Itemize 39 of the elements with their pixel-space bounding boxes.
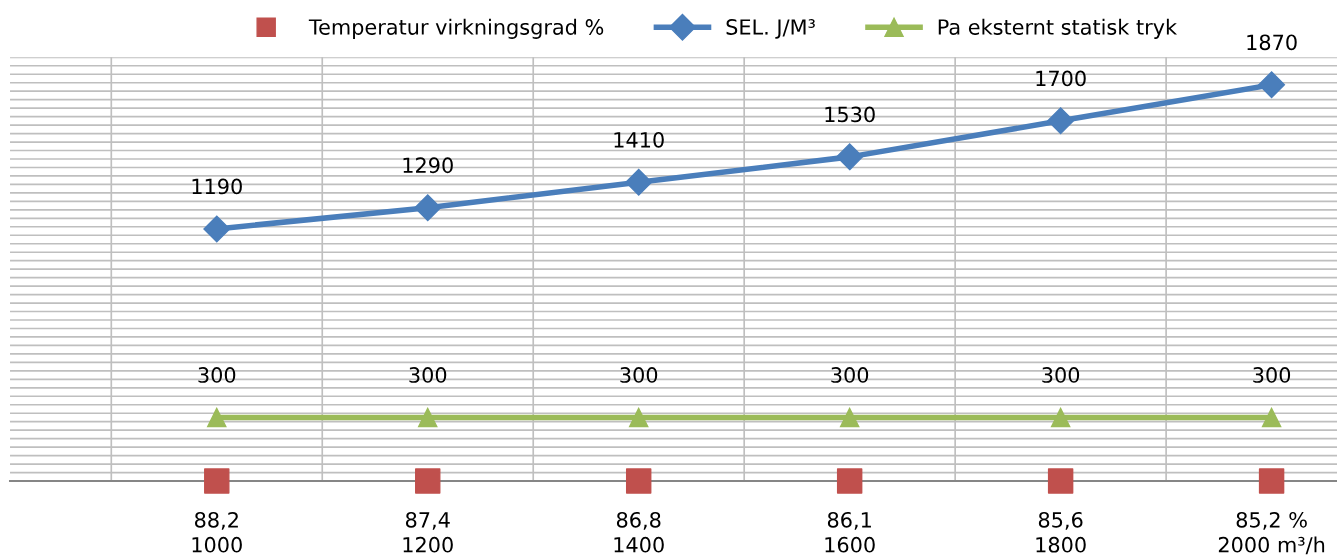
point bbox=[415, 468, 441, 494]
data-label: 1190 bbox=[192, 178, 242, 195]
data-label: 300 bbox=[620, 367, 658, 383]
point bbox=[1258, 468, 1285, 494]
data-label: 1870 bbox=[1247, 34, 1297, 51]
point bbox=[414, 194, 442, 222]
data-label: 1410 bbox=[614, 131, 664, 148]
point bbox=[1258, 71, 1286, 99]
x-tick-label: 85,6 1800 bbox=[1036, 511, 1086, 553]
legend-label: Temperatur virkningsgrad % bbox=[308, 18, 604, 39]
data-label: 1700 bbox=[1036, 70, 1086, 87]
point bbox=[1261, 407, 1282, 428]
point bbox=[203, 215, 231, 243]
point bbox=[628, 407, 649, 428]
x-tick-label: 88,2 1000 bbox=[192, 511, 242, 553]
data-label: 1290 bbox=[403, 157, 453, 174]
data-label: 1530 bbox=[825, 106, 875, 123]
data-label: 300 bbox=[1042, 367, 1080, 383]
data-label: 300 bbox=[831, 367, 869, 383]
point bbox=[839, 407, 860, 428]
x-tick-label: 87,4 1200 bbox=[403, 511, 453, 553]
point bbox=[836, 468, 863, 494]
x-tick-label: 86,8 1400 bbox=[614, 511, 664, 553]
x-tick-label: 85,2 % 2000 m³/h bbox=[1218, 511, 1325, 555]
x-tick-label: 86,1 1600 bbox=[825, 511, 875, 553]
data-label: 300 bbox=[1253, 367, 1291, 383]
point bbox=[625, 468, 652, 494]
point bbox=[1050, 407, 1071, 428]
point bbox=[836, 143, 864, 171]
point bbox=[418, 407, 438, 428]
legend-label: SEL. J/M³ bbox=[726, 19, 815, 39]
point bbox=[204, 468, 230, 494]
data-label: 300 bbox=[409, 367, 447, 383]
point bbox=[1047, 468, 1074, 494]
data-label: 300 bbox=[198, 367, 236, 383]
point bbox=[207, 407, 227, 428]
legend-label: Pa eksternt statisk tryk bbox=[938, 18, 1178, 39]
point bbox=[1047, 107, 1075, 135]
point bbox=[625, 168, 653, 196]
